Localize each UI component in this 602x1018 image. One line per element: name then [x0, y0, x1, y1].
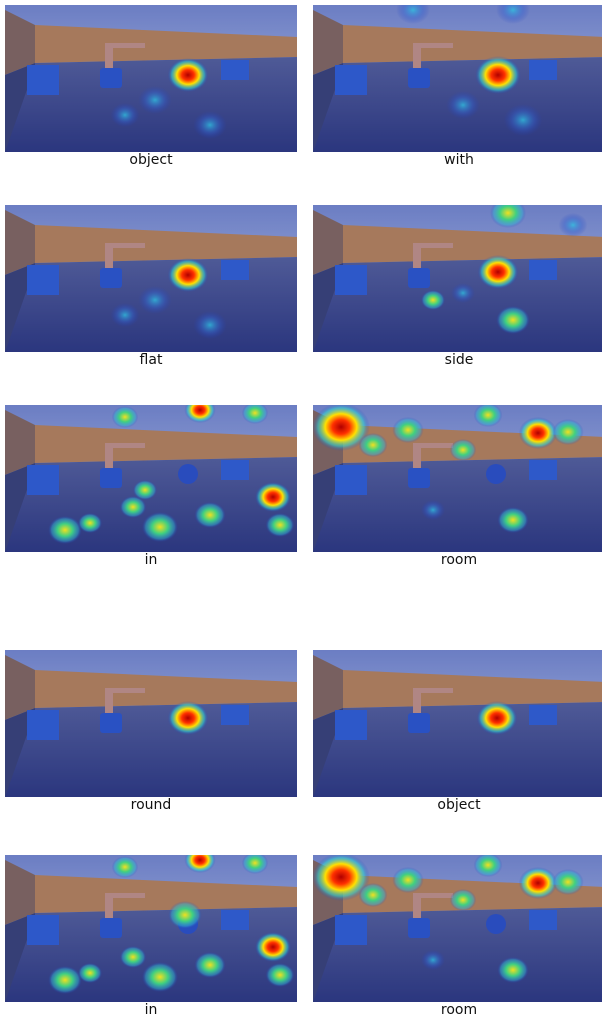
scene-image — [313, 405, 602, 552]
panel: in — [5, 855, 297, 1018]
heat-blob — [168, 701, 209, 735]
heat-base — [5, 650, 297, 797]
heat-blob — [255, 932, 291, 962]
panel: with — [313, 5, 602, 168]
heat-blob — [450, 439, 476, 461]
heat-blob — [168, 258, 209, 292]
heat-blob — [138, 86, 172, 114]
heat-blob — [446, 91, 480, 119]
heat-blob — [475, 56, 521, 94]
word-label: room — [313, 552, 602, 568]
heat-blob — [142, 962, 178, 992]
panel: round — [5, 650, 297, 813]
heat-blob — [111, 103, 140, 127]
heat-blob — [421, 290, 445, 310]
heat-blob — [133, 480, 157, 500]
heat-blob — [78, 513, 102, 533]
scene-image — [5, 5, 297, 152]
heat-blob — [168, 58, 209, 92]
scene-image — [313, 5, 602, 152]
heat-blob — [392, 867, 423, 893]
heat-blob — [193, 311, 227, 339]
panel: in — [5, 405, 297, 568]
heat-blob — [519, 417, 557, 449]
heat-blob — [120, 946, 146, 968]
heat-blob — [194, 952, 225, 978]
heat-blob — [111, 303, 140, 327]
panel: room — [313, 405, 602, 568]
heat-blob — [552, 869, 583, 895]
heat-blob — [78, 963, 102, 983]
heat-blob — [112, 406, 138, 428]
heat-blob — [266, 513, 295, 537]
heat-blob — [112, 856, 138, 878]
heat-base — [313, 205, 602, 352]
scene-image — [313, 650, 602, 797]
heat-blob — [552, 419, 583, 445]
heat-blob — [421, 500, 445, 520]
heat-base — [5, 205, 297, 352]
word-label: room — [313, 1002, 602, 1018]
heat-blob — [497, 507, 528, 533]
scene-image — [5, 855, 297, 1002]
heat-blob — [421, 950, 445, 970]
heat-blob — [255, 482, 291, 512]
heat-blob — [142, 512, 178, 542]
panel: room — [313, 855, 602, 1018]
word-label: in — [5, 552, 297, 568]
heat-blob — [193, 111, 227, 139]
heat-blob — [194, 502, 225, 528]
heat-blob — [496, 306, 530, 334]
word-label: in — [5, 1002, 297, 1018]
heat-blob — [266, 963, 295, 987]
word-label: object — [313, 797, 602, 813]
heat-blob — [519, 867, 557, 899]
heat-blob — [504, 104, 542, 136]
heat-blob — [138, 286, 172, 314]
heat-base — [5, 5, 297, 152]
heat-blob — [359, 883, 388, 907]
scene-image — [5, 650, 297, 797]
figure: objectwithflatsideinroomroundobjectinroo… — [0, 0, 602, 1017]
heat-blob — [392, 417, 423, 443]
heat-blob — [48, 966, 82, 994]
scene-image — [313, 205, 602, 352]
scene-image — [5, 405, 297, 552]
heat-blob — [450, 889, 476, 911]
word-label: round — [5, 797, 297, 813]
panel: object — [5, 5, 297, 168]
heat-blob — [497, 957, 528, 983]
heat-blob — [359, 433, 388, 457]
panel: side — [313, 205, 602, 368]
word-label: side — [313, 352, 602, 368]
heat-base — [313, 650, 602, 797]
heat-blob — [451, 283, 475, 303]
panel: flat — [5, 205, 297, 368]
word-label: object — [5, 152, 297, 168]
heat-base — [313, 5, 602, 152]
word-label: flat — [5, 352, 297, 368]
scene-image — [5, 205, 297, 352]
heat-blob — [559, 213, 588, 237]
heat-blob — [48, 516, 82, 544]
heat-blob — [478, 255, 519, 289]
heat-blob — [477, 701, 518, 735]
heat-blob — [168, 901, 202, 929]
word-label: with — [313, 152, 602, 168]
panel: object — [313, 650, 602, 813]
scene-image — [313, 855, 602, 1002]
